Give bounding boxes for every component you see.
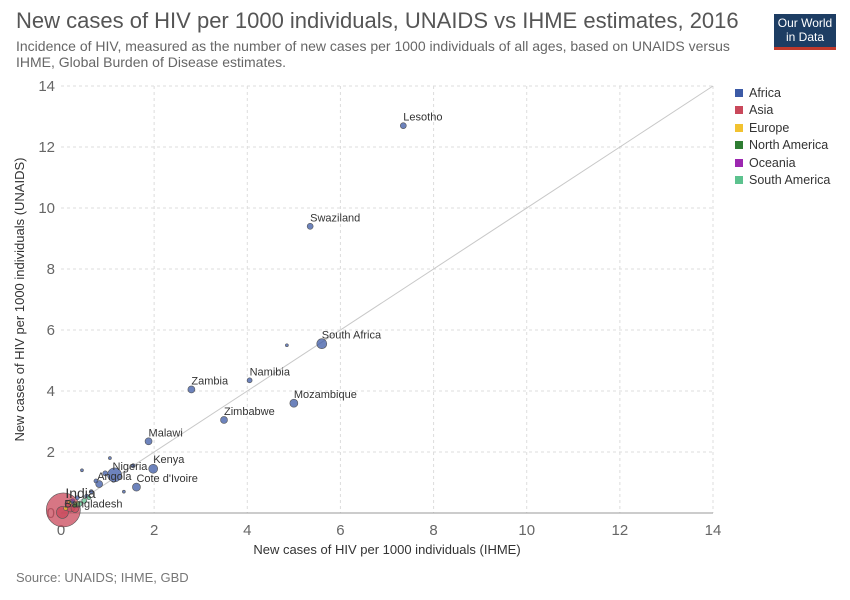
label-malawi: Malawi xyxy=(149,427,183,439)
label-nigeria: Nigeria xyxy=(113,461,149,473)
label-india: India xyxy=(65,485,96,501)
x-tick-label: 2 xyxy=(150,522,158,539)
x-tick-label: 12 xyxy=(612,522,629,539)
legend-label: Europe xyxy=(749,120,790,135)
legend-label: South America xyxy=(749,173,831,188)
y-tick-label: 6 xyxy=(47,322,55,339)
point-cote-d-ivoire xyxy=(132,482,141,492)
source-note: Source: UNAIDS; IHME, GBD xyxy=(16,570,189,585)
legend-item-oceania[interactable]: Oceania xyxy=(735,154,830,172)
y-tick-label: 8 xyxy=(47,261,55,278)
data-point xyxy=(285,343,289,348)
point-namibia xyxy=(246,377,253,384)
logo-line-1: Our World xyxy=(777,16,833,30)
label-namibia: Namibia xyxy=(250,366,291,378)
label-cote-d-ivoire: Cote d'Ivoire xyxy=(136,473,197,485)
x-tick-label: 0 xyxy=(57,522,65,539)
legend-swatch xyxy=(735,123,743,132)
y-tick-label: 2 xyxy=(47,444,55,461)
y-tick-label: 12 xyxy=(38,139,55,156)
data-point xyxy=(75,495,80,501)
data-point xyxy=(93,478,99,484)
label-zambia: Zambia xyxy=(191,375,229,387)
legend-swatch xyxy=(735,88,743,97)
chart-title: New cases of HIV per 1000 individuals, U… xyxy=(16,8,739,33)
y-axis-label: New cases of HIV per 1000 individuals (U… xyxy=(12,158,27,442)
data-point xyxy=(63,506,68,511)
x-tick-label: 8 xyxy=(429,522,437,539)
x-axis-label: New cases of HIV per 1000 individuals (I… xyxy=(253,542,520,557)
logo-accent-bar xyxy=(774,47,836,50)
x-tick-label: 4 xyxy=(243,522,251,539)
legend-swatch xyxy=(735,158,743,167)
label-kenya: Kenya xyxy=(153,454,185,466)
point-south-africa xyxy=(316,338,328,350)
legend-item-north-america[interactable]: North America xyxy=(735,137,830,155)
owid-logo[interactable]: Our World in Data xyxy=(774,14,836,50)
point-zimbabwe xyxy=(220,416,228,424)
data-point xyxy=(70,500,75,505)
data-point xyxy=(102,470,109,477)
data-point xyxy=(81,497,88,504)
data-point xyxy=(130,463,136,469)
x-tick-label: 14 xyxy=(705,522,722,539)
data-point xyxy=(88,489,94,494)
legend-item-europe[interactable]: Europe xyxy=(735,119,830,137)
label-bangladesh: Bangladesh xyxy=(64,498,122,510)
label-angola: Angola xyxy=(97,471,132,483)
point-zambia xyxy=(187,385,196,394)
point-lesotho xyxy=(399,122,407,129)
y-tick-label: 10 xyxy=(38,200,55,217)
legend: Africa Asia Europe North America Oceania Sout… xyxy=(735,84,830,189)
legend-label: North America xyxy=(749,138,829,153)
data-point xyxy=(80,468,84,473)
legend-label: Oceania xyxy=(749,155,796,170)
y-tick-label: 4 xyxy=(47,383,55,400)
data-point xyxy=(122,489,126,494)
label-mozambique: Mozambique xyxy=(294,389,357,401)
legend-label: Africa xyxy=(749,85,781,100)
y-tick-label: 14 xyxy=(38,78,55,95)
x-tick-label: 6 xyxy=(336,522,344,539)
legend-swatch xyxy=(735,106,743,115)
data-point xyxy=(86,495,92,501)
legend-swatch xyxy=(735,141,743,150)
data-point xyxy=(72,503,78,508)
legend-item-africa[interactable]: Africa xyxy=(735,84,830,102)
legend-label: Asia xyxy=(749,103,774,118)
data-point xyxy=(108,456,112,460)
logo-line-2: in Data xyxy=(785,30,825,44)
point-mozambique xyxy=(289,398,299,408)
reference-line xyxy=(60,85,714,514)
data-point xyxy=(76,501,83,507)
point-swaziland xyxy=(306,223,314,230)
label-swaziland: Swaziland xyxy=(310,212,360,224)
x-tick-label: 10 xyxy=(518,522,535,539)
legend-swatch xyxy=(735,176,743,185)
point-malawi xyxy=(144,437,153,446)
point-kenya xyxy=(148,463,159,474)
label-lesotho: Lesotho xyxy=(403,112,442,124)
legend-item-asia[interactable]: Asia xyxy=(735,102,830,120)
label-zimbabwe: Zimbabwe xyxy=(224,406,275,418)
chart-subtitle: Incidence of HIV, measured as the number… xyxy=(16,38,730,70)
label-south-africa: South Africa xyxy=(322,330,382,342)
legend-item-south-america[interactable]: South America xyxy=(735,172,830,190)
